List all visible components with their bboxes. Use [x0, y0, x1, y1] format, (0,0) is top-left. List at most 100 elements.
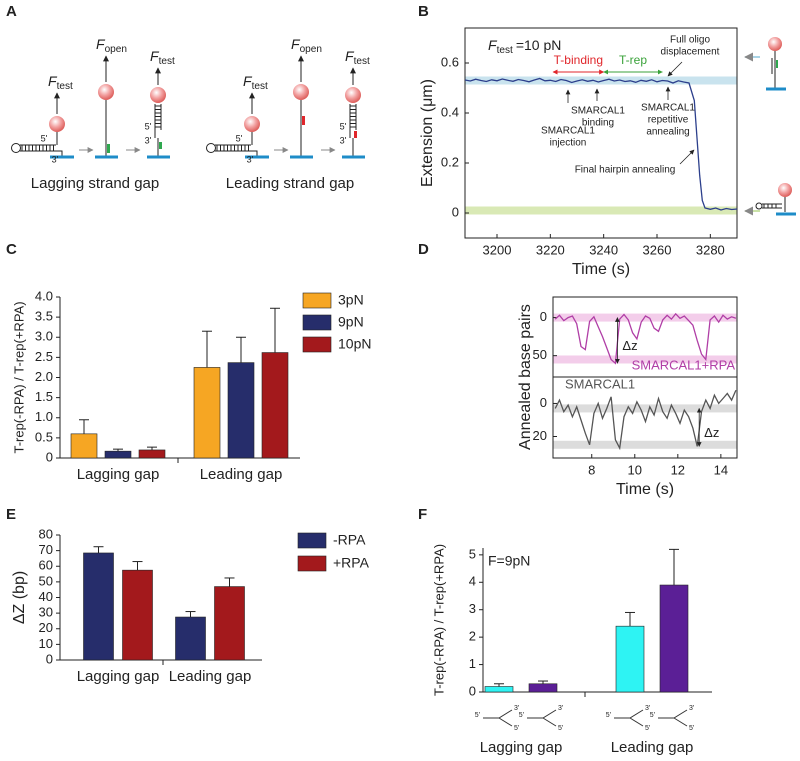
y-tick-label: 50 [39, 573, 53, 588]
y-axis-label: T-rep(-RPA) / T-rep(+RPA) [431, 544, 446, 696]
annotation: Δz [622, 338, 637, 353]
x-tick-label: 8 [588, 462, 595, 477]
panel-label: D [418, 241, 429, 258]
fork-end: 3' [514, 705, 519, 712]
subscript: test [252, 81, 268, 92]
hairpin-loop [11, 143, 21, 153]
bead [345, 87, 361, 103]
bar [70, 433, 98, 459]
trace [554, 389, 737, 451]
y-tick-label: 0 [540, 309, 547, 324]
fork-end: 5' [689, 725, 694, 732]
force-label: Fopen [96, 36, 127, 55]
bar [659, 584, 689, 693]
y-tick-label: 0 [46, 651, 53, 666]
bar [122, 569, 153, 661]
trace [554, 312, 737, 365]
annotation: annealing [646, 127, 689, 138]
bar [83, 552, 114, 661]
y-tick-label: 30 [39, 605, 53, 620]
y-tick-label: 3.0 [35, 329, 53, 344]
y-tick-label: 10 [39, 636, 53, 651]
y-tick-label: 0.6 [441, 54, 459, 69]
x-tick-label: Lagging gap [77, 668, 160, 685]
bar [104, 450, 132, 459]
legend-label: +RPA [333, 555, 370, 571]
y-tick-label: 1.0 [35, 409, 53, 424]
y-tick-label: 4 [469, 574, 476, 589]
symbol: F [96, 36, 106, 52]
subscript: test [497, 45, 513, 56]
bar [193, 367, 221, 459]
y-axis-label: Annealed base pairs [517, 304, 534, 450]
bead [49, 116, 65, 132]
bar [138, 449, 166, 459]
bead [293, 84, 309, 100]
y-tick-label: 70 [39, 542, 53, 557]
panel-label: B [418, 3, 429, 20]
bar [227, 362, 255, 459]
x-tick-label: 3260 [643, 242, 672, 257]
icon-bead [768, 37, 782, 51]
legend-swatch [302, 314, 332, 331]
annotation: displacement [661, 47, 720, 58]
fork-end: 5' [519, 712, 524, 719]
fork-end: 5' [514, 725, 519, 732]
range-label: T-rep [619, 53, 647, 67]
gap-mark [302, 116, 305, 125]
y-tick-label: 0 [469, 683, 476, 698]
subscript: open [105, 44, 127, 55]
force-label: Ftest [150, 48, 175, 67]
annotation: repetitive [648, 115, 689, 126]
diagram-title: Leading strand gap [226, 175, 354, 192]
subscript: test [57, 81, 73, 92]
panel-label: F [418, 506, 427, 523]
bar [175, 616, 206, 661]
bead [98, 84, 114, 100]
band [465, 76, 737, 85]
legend-label: 10pN [338, 336, 371, 352]
legend-label: 9pN [338, 314, 364, 330]
x-tick-label: Lagging gap [480, 739, 563, 756]
panel-label: C [6, 241, 17, 258]
fork-icon [483, 709, 513, 727]
fork-end: 3' [645, 705, 650, 712]
y-tick-label: 0.2 [441, 154, 459, 169]
bead [150, 87, 166, 103]
y-tick-label: 1.5 [35, 389, 53, 404]
bead [244, 116, 260, 132]
y-tick-label: 0.5 [35, 429, 53, 444]
legend-label: 3pN [338, 292, 364, 308]
fork-icon [658, 709, 688, 727]
symbol: F [150, 48, 160, 64]
band [553, 404, 737, 413]
symbol: F [48, 73, 58, 89]
x-tick-label: Leading gap [611, 739, 694, 756]
fork-end: 5' [475, 712, 480, 719]
strand [56, 150, 63, 156]
y-tick-label: 5 [469, 546, 476, 561]
plot-frame [552, 376, 738, 459]
legend-swatch [297, 555, 327, 572]
end-label: 3' [52, 154, 59, 164]
end-label: 3' [247, 154, 254, 164]
series-label: SMARCAL1 [565, 376, 635, 391]
panel-label: E [6, 506, 16, 523]
y-tick-label: 4.0 [35, 288, 53, 303]
y-tick-label: 2 [469, 629, 476, 644]
gap-mark [159, 142, 162, 149]
icon-bead [778, 183, 792, 197]
legend-label: -RPA [333, 532, 366, 548]
icon-gap [776, 60, 778, 68]
hairpin-loop [206, 143, 216, 153]
y-axis-label: Extension (μm) [419, 79, 436, 187]
fork-end: 5' [650, 712, 655, 719]
plot-frame [464, 27, 738, 239]
y-tick-label: 3.5 [35, 309, 53, 324]
x-tick-label: Lagging gap [77, 466, 160, 483]
x-tick-label: 3200 [483, 242, 512, 257]
band [465, 206, 737, 215]
range-label: T-binding [554, 53, 603, 67]
force-label: Ftest [243, 73, 268, 92]
